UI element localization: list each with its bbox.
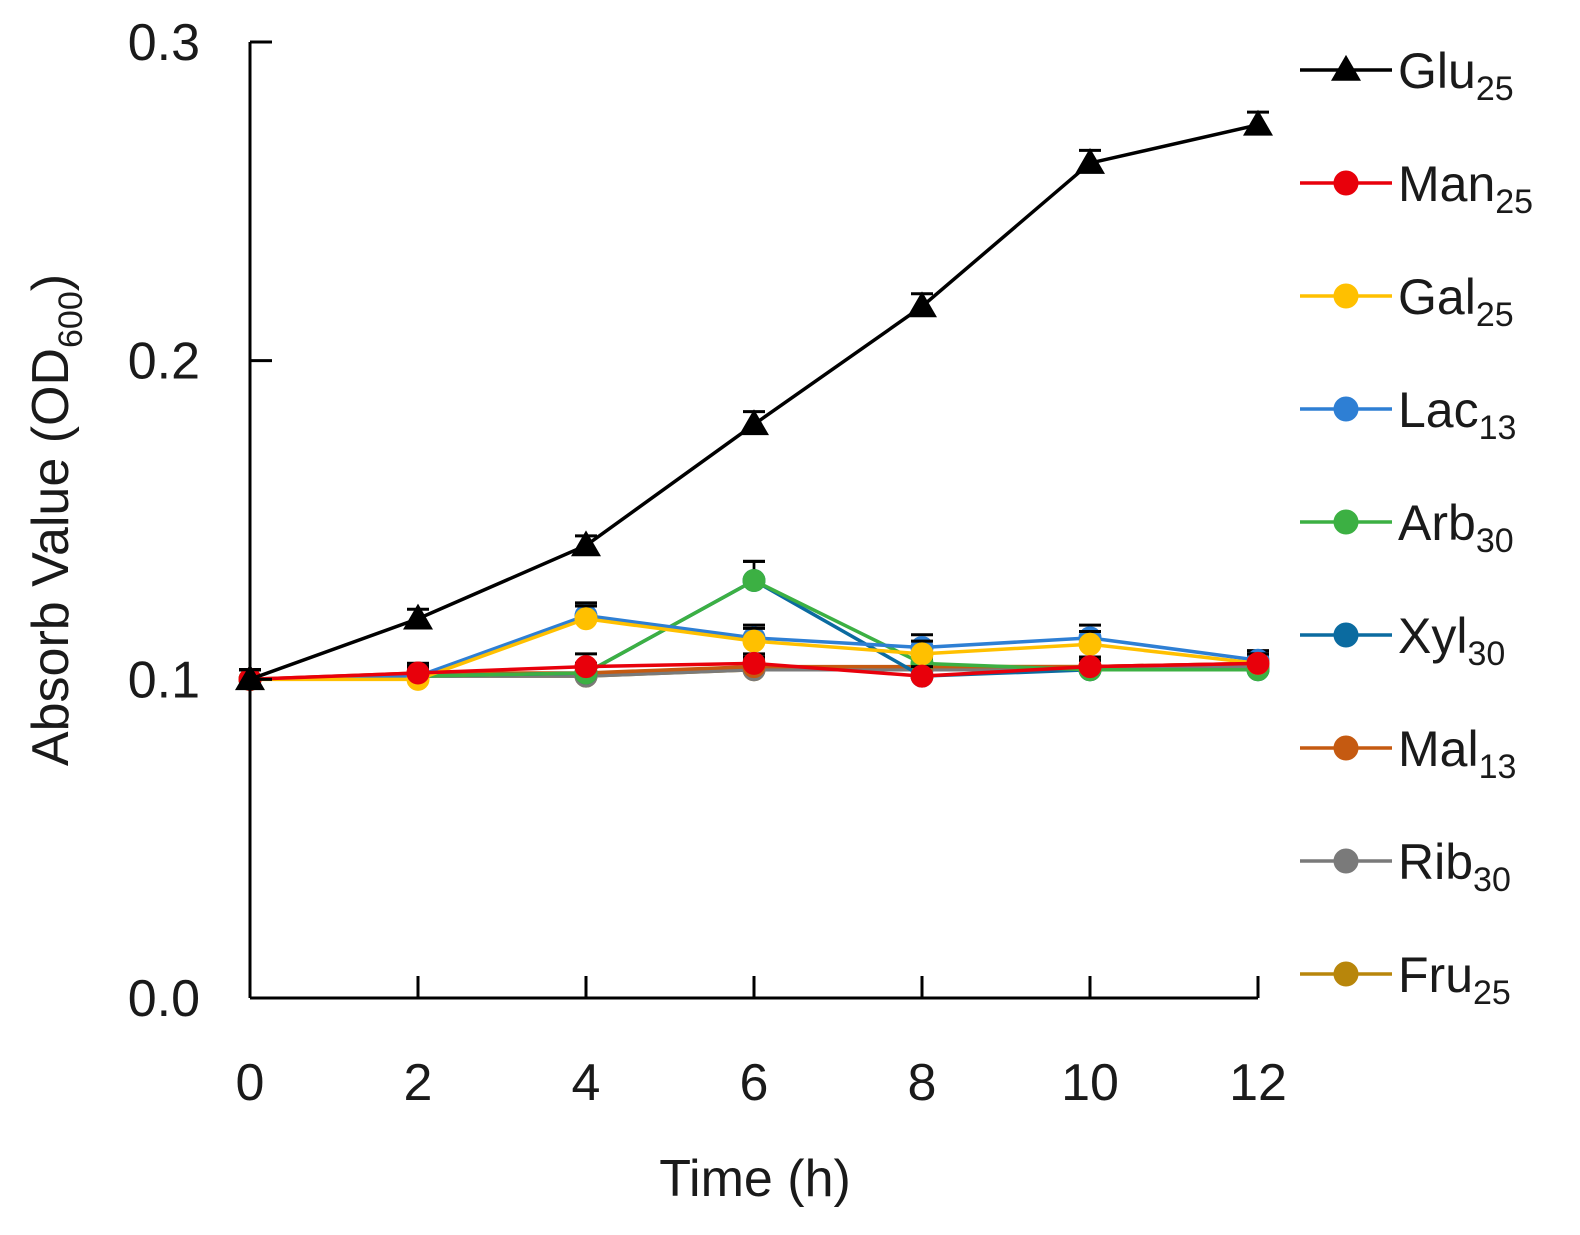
legend-entry-gal: Gal25 <box>1300 269 1514 334</box>
legend-marker <box>1333 735 1359 761</box>
legend-marker <box>1333 396 1359 422</box>
data-point <box>742 569 766 593</box>
y-axis-title-sub: 600 <box>52 291 90 348</box>
series-glu <box>234 109 1274 691</box>
data-point <box>570 530 602 557</box>
data-point <box>906 291 938 318</box>
legend-entry-lac: Lac13 <box>1300 382 1516 447</box>
legend: Glu25Man25Gal25Lac13Arb30Xyl30Mal13Rib30… <box>1300 43 1533 1012</box>
legend-entry-mal: Mal13 <box>1300 721 1516 786</box>
data-point <box>742 629 766 653</box>
y-axis-title-tail: ) <box>22 274 80 291</box>
data-point <box>1074 147 1106 174</box>
legend-marker <box>1330 54 1362 81</box>
axes-layer <box>248 42 1258 1000</box>
ticks-layer: 0.0 0.1 0.2 0.3 0 2 4 6 8 10 12 <box>128 14 1287 1112</box>
legend-subscript: 13 <box>1479 748 1517 786</box>
legend-label: Mal13 <box>1398 721 1516 786</box>
data-point <box>910 642 934 666</box>
y-tick-label: 0.0 <box>128 970 200 1028</box>
x-tick-label: 4 <box>572 1054 601 1112</box>
series-layer <box>234 109 1274 691</box>
legend-name: Fru <box>1398 947 1473 1003</box>
legend-subscript: 30 <box>1473 861 1511 899</box>
series-line <box>249 123 1259 681</box>
data-point <box>406 661 430 685</box>
x-tick-label: 6 <box>740 1054 769 1112</box>
legend-subscript: 30 <box>1476 522 1514 560</box>
legend-marker <box>1333 509 1359 535</box>
legend-label: Gal25 <box>1398 269 1514 334</box>
x-tick-label: 8 <box>908 1054 937 1112</box>
legend-marker <box>1333 848 1359 874</box>
legend-subscript: 13 <box>1479 409 1517 447</box>
legend-label: Glu25 <box>1398 43 1514 108</box>
legend-entry-fru: Fru25 <box>1300 947 1511 1012</box>
x-axis-title: Time (h) <box>659 1150 851 1208</box>
legend-label: Arb30 <box>1398 495 1514 560</box>
x-tick-label: 0 <box>236 1054 265 1112</box>
data-point <box>1078 632 1102 656</box>
y-axis-title-main: Absorb Value (OD <box>22 348 80 766</box>
data-point <box>1078 655 1102 679</box>
legend-name: Man <box>1398 156 1495 212</box>
legend-name: Lac <box>1398 382 1479 438</box>
y-axis-title: Absorb Value (OD600) <box>22 274 90 766</box>
x-tick-label: 2 <box>404 1054 433 1112</box>
data-point <box>402 603 434 630</box>
data-point <box>1242 109 1274 136</box>
data-point <box>910 664 934 688</box>
legend-label: Fru25 <box>1398 947 1511 1012</box>
legend-subscript: 25 <box>1476 70 1514 108</box>
legend-marker <box>1333 622 1359 648</box>
legend-name: Gal <box>1398 269 1476 325</box>
legend-label: Lac13 <box>1398 382 1516 447</box>
legend-name: Xyl <box>1398 608 1467 664</box>
legend-label: Rib30 <box>1398 834 1511 899</box>
x-tick-label: 10 <box>1061 1054 1119 1112</box>
legend-label: Xyl30 <box>1398 608 1505 673</box>
legend-entry-rib: Rib30 <box>1300 834 1511 899</box>
legend-name: Glu <box>1398 43 1476 99</box>
legend-entry-arb: Arb30 <box>1300 495 1514 560</box>
legend-name: Arb <box>1398 495 1476 551</box>
legend-marker <box>1333 170 1359 196</box>
legend-entry-xyl: Xyl30 <box>1300 608 1505 673</box>
y-tick-label: 0.2 <box>128 333 200 391</box>
data-point <box>1246 651 1270 675</box>
legend-subscript: 25 <box>1495 183 1533 221</box>
data-point <box>574 607 598 631</box>
y-tick-label: 0.3 <box>128 14 200 72</box>
legend-subscript: 30 <box>1467 635 1505 673</box>
data-point <box>742 651 766 675</box>
data-point <box>738 409 770 436</box>
legend-label: Man25 <box>1398 156 1533 221</box>
y-tick-label: 0.1 <box>128 651 200 709</box>
legend-marker <box>1333 283 1359 309</box>
legend-entry-man: Man25 <box>1300 156 1533 221</box>
legend-subscript: 25 <box>1476 296 1514 334</box>
x-tick-label: 12 <box>1229 1054 1287 1112</box>
data-point <box>574 655 598 679</box>
legend-name: Rib <box>1398 834 1473 890</box>
legend-name: Mal <box>1398 721 1479 777</box>
legend-marker <box>1333 961 1359 987</box>
legend-subscript: 25 <box>1473 974 1511 1012</box>
legend-entry-glu: Glu25 <box>1300 43 1514 108</box>
